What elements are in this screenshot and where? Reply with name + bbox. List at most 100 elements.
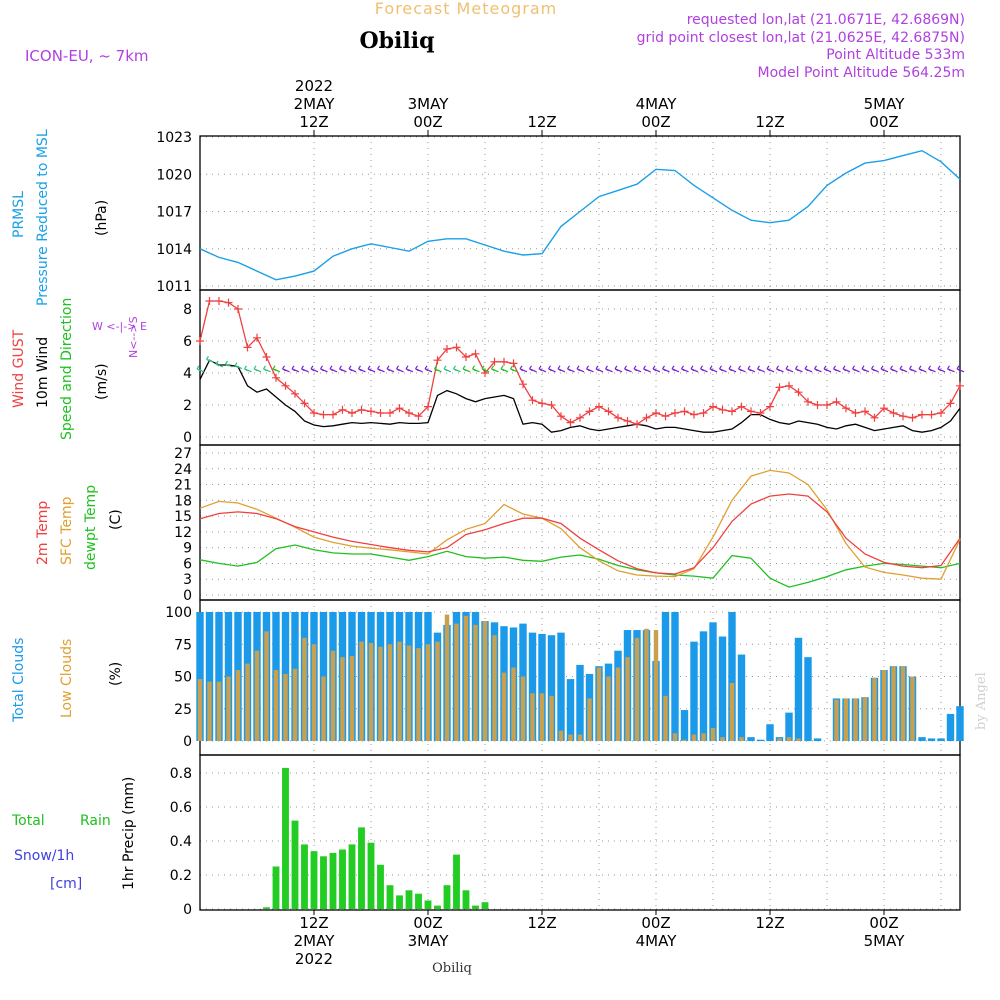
- low-cloud-bar: [691, 734, 697, 741]
- y-tick-label: 1023: [156, 130, 192, 146]
- total-cloud-bar: [937, 738, 945, 741]
- gust-marker: [215, 297, 223, 305]
- low-cloud-bar: [891, 666, 896, 741]
- gust-marker: [633, 420, 641, 429]
- gust-marker: [490, 357, 499, 366]
- low-cloud-bar: [710, 728, 716, 741]
- station-title: Obiliq: [359, 28, 434, 54]
- wind-direction-arrow: [814, 365, 822, 373]
- wind-direction-arrow: [348, 365, 357, 373]
- y-tick-label: 4: [183, 366, 192, 382]
- wind-direction-arrow: [453, 365, 461, 373]
- y-tick-label: 0: [183, 588, 192, 604]
- gust-marker: [243, 343, 252, 352]
- panel-frame: [199, 754, 961, 911]
- low-cloud-bar: [321, 676, 326, 741]
- total-cloud-bar: [709, 622, 717, 741]
- precip-rain-label: Rain: [80, 813, 111, 829]
- low-cloud-bar: [843, 698, 849, 741]
- rain-bar: [358, 827, 365, 909]
- low-cloud-bar: [207, 681, 212, 741]
- panel-frame: [199, 135, 961, 291]
- gust-marker: [367, 407, 375, 416]
- rain-bar: [263, 907, 270, 909]
- low-cloud-bar: [881, 670, 887, 741]
- time-axis-label: 2MAY: [294, 95, 336, 113]
- time-axis-label: 2022: [295, 77, 333, 95]
- rain-bar: [310, 851, 318, 909]
- gust-marker: [281, 381, 290, 390]
- low-cloud-bar: [872, 677, 877, 741]
- precip-snow-label: Snow/1h: [14, 848, 74, 864]
- low-cloud-bar: [463, 615, 469, 741]
- gust-marker: [234, 305, 242, 313]
- wind-direction-arrow: [263, 365, 271, 373]
- total-cloud-bar: [794, 637, 803, 741]
- gust-marker: [728, 407, 736, 416]
- wind-direction-arrow: [405, 365, 414, 373]
- low-cloud-bar: [653, 630, 659, 741]
- rain-bar: [386, 885, 394, 909]
- gust-marker: [661, 412, 670, 421]
- low-cloud-bar: [197, 679, 203, 741]
- rain-bar: [367, 842, 375, 909]
- wind-direction-arrow: [652, 365, 661, 373]
- gust-marker: [585, 407, 594, 416]
- low-cloud-bar: [330, 650, 336, 741]
- y-tick-label: 21: [174, 478, 192, 494]
- time-axis-label: 12Z: [299, 914, 328, 932]
- low-cloud-bar: [558, 730, 564, 741]
- wind-direction-arrow: [795, 365, 803, 373]
- gust-marker: [604, 407, 613, 416]
- wind-direction-arrow: [785, 365, 794, 373]
- total-cloud-bar: [728, 612, 736, 741]
- wind-direction-arrow: [757, 365, 765, 373]
- total-cloud-bar: [804, 657, 812, 741]
- cloud-unit: (%): [108, 662, 124, 686]
- wind-direction-arrow: [367, 365, 376, 373]
- wind-direction-arrow: [225, 360, 233, 368]
- gust-marker: [205, 297, 214, 305]
- y-tick-label: 27: [174, 446, 192, 462]
- y-tick-label: 12: [174, 525, 192, 541]
- wind-direction-arrow: [358, 365, 366, 373]
- gust-marker: [614, 413, 622, 422]
- y-tick-label: 9: [183, 541, 192, 557]
- wind-10m-line: [199, 359, 961, 433]
- pressure-unit: (hPa): [94, 200, 110, 236]
- rain-bar: [462, 890, 470, 909]
- wind-direction-arrow: [624, 365, 632, 373]
- gust-marker: [595, 402, 603, 411]
- temp-sfc-label: SFC Temp: [59, 496, 75, 565]
- point-altitude: Point Altitude 533m: [826, 47, 965, 63]
- wind-direction-arrow: [823, 365, 832, 373]
- gust-marker: [386, 409, 394, 417]
- rain-bar: [472, 905, 479, 909]
- wind-direction-arrow: [918, 365, 927, 373]
- y-tick-label: 0.6: [170, 800, 192, 816]
- gust-marker: [319, 410, 328, 419]
- wind-direction-arrow: [329, 365, 338, 373]
- total-cloud-bar: [557, 632, 565, 741]
- total-cloud-bar: [547, 635, 556, 741]
- wind-direction-arrow: [282, 365, 290, 373]
- time-axis-label: 00Z: [641, 914, 670, 932]
- y-tick-label: 8: [183, 302, 192, 318]
- wind-direction-arrow: [339, 365, 347, 373]
- total-cloud-bar: [699, 631, 708, 741]
- time-axis-label: 2MAY: [294, 932, 336, 950]
- wind-direction-arrow: [206, 355, 214, 363]
- low-cloud-bar: [672, 733, 678, 741]
- wind-direction-arrow: [861, 365, 870, 373]
- gust-marker: [291, 389, 299, 398]
- temp-2m-label: 2m Temp: [35, 501, 51, 565]
- low-cloud-bar: [625, 657, 630, 741]
- gust-marker: [528, 396, 537, 405]
- gust-marker: [424, 402, 432, 411]
- gust-marker: [357, 405, 366, 414]
- wind-direction-arrow: [481, 365, 490, 373]
- wind-direction-arrow: [510, 365, 518, 373]
- gust-marker: [376, 409, 385, 417]
- gust-marker: [338, 405, 347, 414]
